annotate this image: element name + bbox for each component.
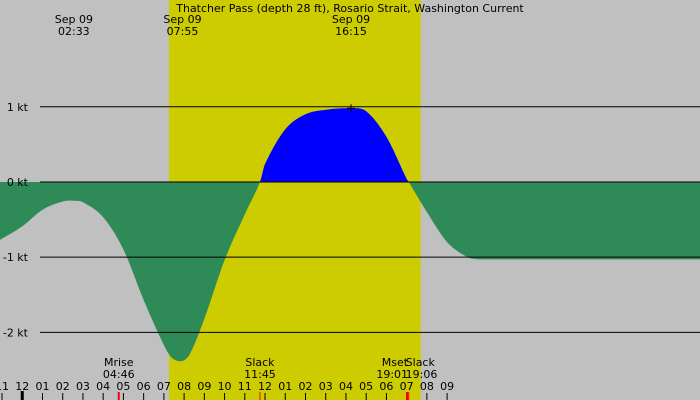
y-axis-labels: 1 kt 0 kt -1 kt -2 kt <box>3 101 29 340</box>
x-tick-label: 05 <box>116 380 130 393</box>
x-tick-label: 11 <box>0 380 9 393</box>
x-tick-label: 04 <box>339 380 353 393</box>
y-tick-label: -1 kt <box>3 251 29 264</box>
x-tick-label: 08 <box>420 380 434 393</box>
bottom-annotation-label: Slack <box>406 356 436 369</box>
top-annotation-date: Sep 09 <box>55 13 93 26</box>
y-tick-label: 0 kt <box>7 176 29 189</box>
x-axis: 11 12 01 02 03 04 05 06 07 08 09 10 11 12 01 02 03 04 05 06… <box>0 380 454 400</box>
x-tick-label: 09 <box>440 380 454 393</box>
x-tick-label: 03 <box>76 380 90 393</box>
ebb-current-area <box>0 181 700 362</box>
x-tick-label: 06 <box>137 380 151 393</box>
bottom-annotation-label: Mrise <box>104 356 134 369</box>
y-tick-label: -2 kt <box>3 326 29 339</box>
flood-current-area <box>0 108 700 182</box>
x-tick-label: 06 <box>379 380 393 393</box>
x-tick-label: 09 <box>197 380 211 393</box>
x-tick-label: 02 <box>298 380 312 393</box>
x-tick-label: 01 <box>278 380 292 393</box>
bottom-annotation-label: Mset <box>382 356 409 369</box>
top-annotation-date: Sep 09 <box>163 13 201 26</box>
y-gridlines <box>40 106 700 333</box>
midnight-marker <box>20 391 24 400</box>
top-annotation-time: 07:55 <box>167 25 199 38</box>
top-annotation-date: Sep 09 <box>332 13 370 26</box>
bottom-annotation-time: 19:06 <box>406 368 438 381</box>
bottom-annotation-time: 19:01 <box>376 368 408 381</box>
x-tick-label: 10 <box>218 380 232 393</box>
bottom-annotation-label: Slack <box>245 356 275 369</box>
y-tick-label: 1 kt <box>7 101 29 114</box>
x-tick-label: 11 <box>238 380 252 393</box>
x-tick-label: 12 <box>15 380 29 393</box>
chart-title: Thatcher Pass (depth 28 ft), Rosario Str… <box>175 2 524 15</box>
x-tick-label: 04 <box>96 380 110 393</box>
x-tick-label: 05 <box>359 380 373 393</box>
x-tick-label: 02 <box>56 380 70 393</box>
bottom-annotation-time: 11:45 <box>244 368 276 381</box>
top-annotation-time: 16:15 <box>335 25 367 38</box>
x-tick-label: 07 <box>400 380 414 393</box>
x-tick-label: 01 <box>35 380 49 393</box>
x-tick-label: 12 <box>258 380 272 393</box>
x-tick-label: 03 <box>319 380 333 393</box>
x-tick-label: 08 <box>177 380 191 393</box>
bottom-annotation-time: 04:46 <box>103 368 135 381</box>
top-annotation-time: 02:33 <box>58 25 90 38</box>
x-tick-label: 07 <box>157 380 171 393</box>
